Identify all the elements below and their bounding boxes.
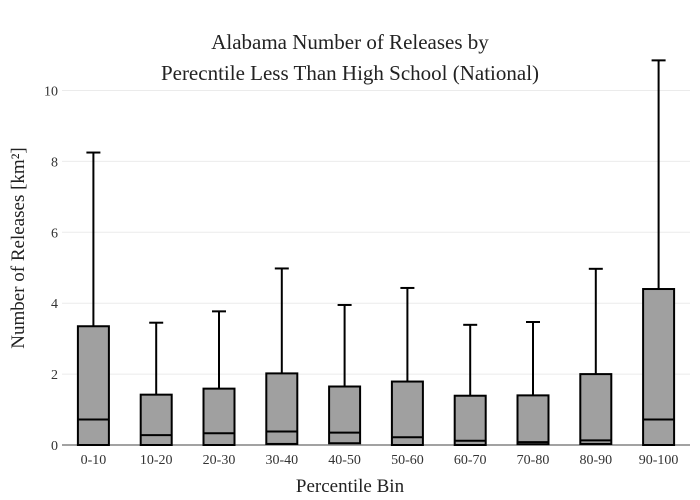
x-tick-label: 30-40 (265, 453, 298, 468)
y-tick-label: 10 (44, 85, 58, 100)
box-20-30 (202, 387, 236, 446)
box-10-20 (139, 393, 173, 447)
y-tick-label: 0 (51, 439, 58, 454)
x-tick-label: 10-20 (140, 453, 173, 468)
x-axis-label: Percentile Bin (295, 476, 405, 497)
x-tick-label: 80-90 (579, 453, 612, 468)
y-tick-label: 4 (51, 297, 58, 312)
box-40-50 (328, 385, 362, 445)
x-tick-label: 50-60 (391, 453, 424, 468)
y-tick-label: 8 (51, 155, 58, 170)
x-tick-label: 20-30 (203, 453, 236, 468)
y-tick-label: 6 (51, 226, 58, 241)
x-tick-label: 70-80 (517, 453, 550, 468)
chart-title-line-1: Alabama Number of Releases by (211, 30, 489, 54)
y-tick-label: 2 (51, 368, 58, 383)
box-0-10 (76, 325, 110, 446)
x-tick-label: 40-50 (328, 453, 361, 468)
x-tick-label: 60-70 (454, 453, 487, 468)
box-70-80 (516, 394, 550, 446)
chart-title-line-2: Perecntile Less Than High School (Nation… (160, 61, 540, 85)
box-90-100 (642, 288, 676, 446)
box-30-40 (265, 372, 299, 445)
box-60-70 (453, 394, 487, 446)
box-50-60 (390, 380, 424, 446)
x-tick-label: 90-100 (639, 453, 679, 468)
box-80-90 (579, 373, 613, 445)
x-tick-label: 0-10 (81, 453, 107, 468)
